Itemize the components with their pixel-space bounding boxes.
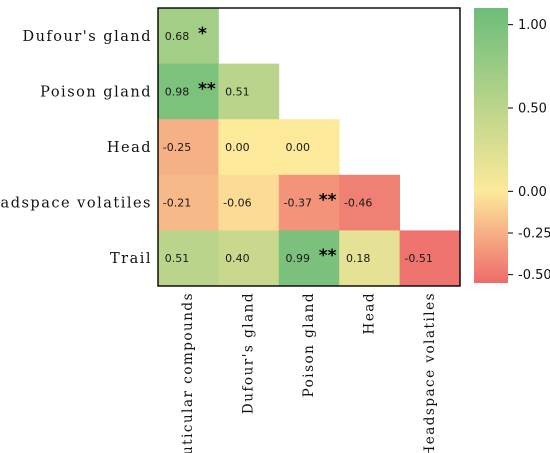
column-labels: Cuticular compounds Dufour's gland Poison … (180, 292, 438, 453)
row-label: Head (107, 140, 152, 156)
colorbar-tick-label: 1.00 (518, 18, 547, 33)
significance-stars: * (198, 24, 207, 44)
plot-frame (157, 7, 461, 287)
heatmap-cell (339, 230, 400, 287)
heatmap-cell (339, 174, 400, 231)
cell-value-label: -0.25 (163, 141, 191, 154)
cell-value-label: 0.00 (286, 141, 311, 154)
cell-value-label: 0.98 (165, 85, 190, 98)
cell-value-label: 0.68 (165, 30, 190, 43)
cell-value-label: 0.51 (165, 252, 190, 265)
heatmap-cell (158, 8, 219, 64)
cell-value-label: -0.37 (284, 197, 312, 210)
heatmap-cells: 0.68 * 0.98 ** 0.51 -0.25 0.00 0.00 -0.21 -0.06 -0… (158, 8, 461, 287)
heatmap-cell (399, 230, 461, 287)
row-labels: Dufour's gland Poison gland Head Headspace … (0, 29, 152, 267)
cell-value-label: 0.00 (225, 141, 250, 154)
cell-value-label: -0.06 (223, 197, 251, 210)
cell-value-label: 0.51 (225, 85, 250, 98)
cell-value-label: 0.40 (225, 252, 250, 265)
column-label: Head (361, 292, 377, 334)
colorbar-tick-label: 0.00 (518, 185, 547, 200)
heatmap-cell (218, 230, 280, 287)
column-label: Cuticular compounds (180, 292, 196, 453)
heatmap-cell (278, 174, 340, 231)
colorbar-tick-label: 0.50 (518, 102, 547, 117)
cell-value-label: 0.99 (286, 252, 311, 265)
heatmap-cell (158, 119, 219, 176)
heatmap-cell (158, 63, 219, 120)
significance-stars: ** (319, 191, 337, 211)
cell-value-label: -0.46 (344, 197, 372, 210)
colorbar (474, 8, 508, 283)
heatmap-cell (218, 63, 280, 120)
cell-value-label: -0.51 (404, 252, 432, 265)
colorbar-ticks: 1.00 0.50 0.00 -0.25 -0.50 (508, 18, 550, 283)
heatmap-cell (158, 230, 219, 287)
colorbar-tick-label: -0.50 (518, 268, 550, 283)
heatmap-cell (158, 174, 219, 231)
significance-stars: ** (319, 246, 337, 266)
cell-value-label: -0.21 (163, 197, 191, 210)
heatmap-cell (278, 119, 340, 176)
row-label: Dufour's gland (22, 29, 152, 45)
heatmap-cell (218, 174, 280, 231)
row-label: Poison gland (40, 84, 152, 100)
column-label: Poison gland (301, 292, 317, 397)
cell-value-label: 0.18 (346, 252, 371, 265)
column-label: Headspace volatiles (422, 292, 438, 453)
colorbar-tick-label: -0.25 (518, 227, 550, 242)
column-label: Dufour's gland (241, 292, 257, 414)
significance-stars: ** (198, 79, 216, 99)
row-label: Trail (110, 251, 152, 267)
row-label: Headspace volatiles (0, 196, 152, 212)
heatmap-cell (218, 119, 280, 176)
heatmap-cell (278, 230, 340, 287)
